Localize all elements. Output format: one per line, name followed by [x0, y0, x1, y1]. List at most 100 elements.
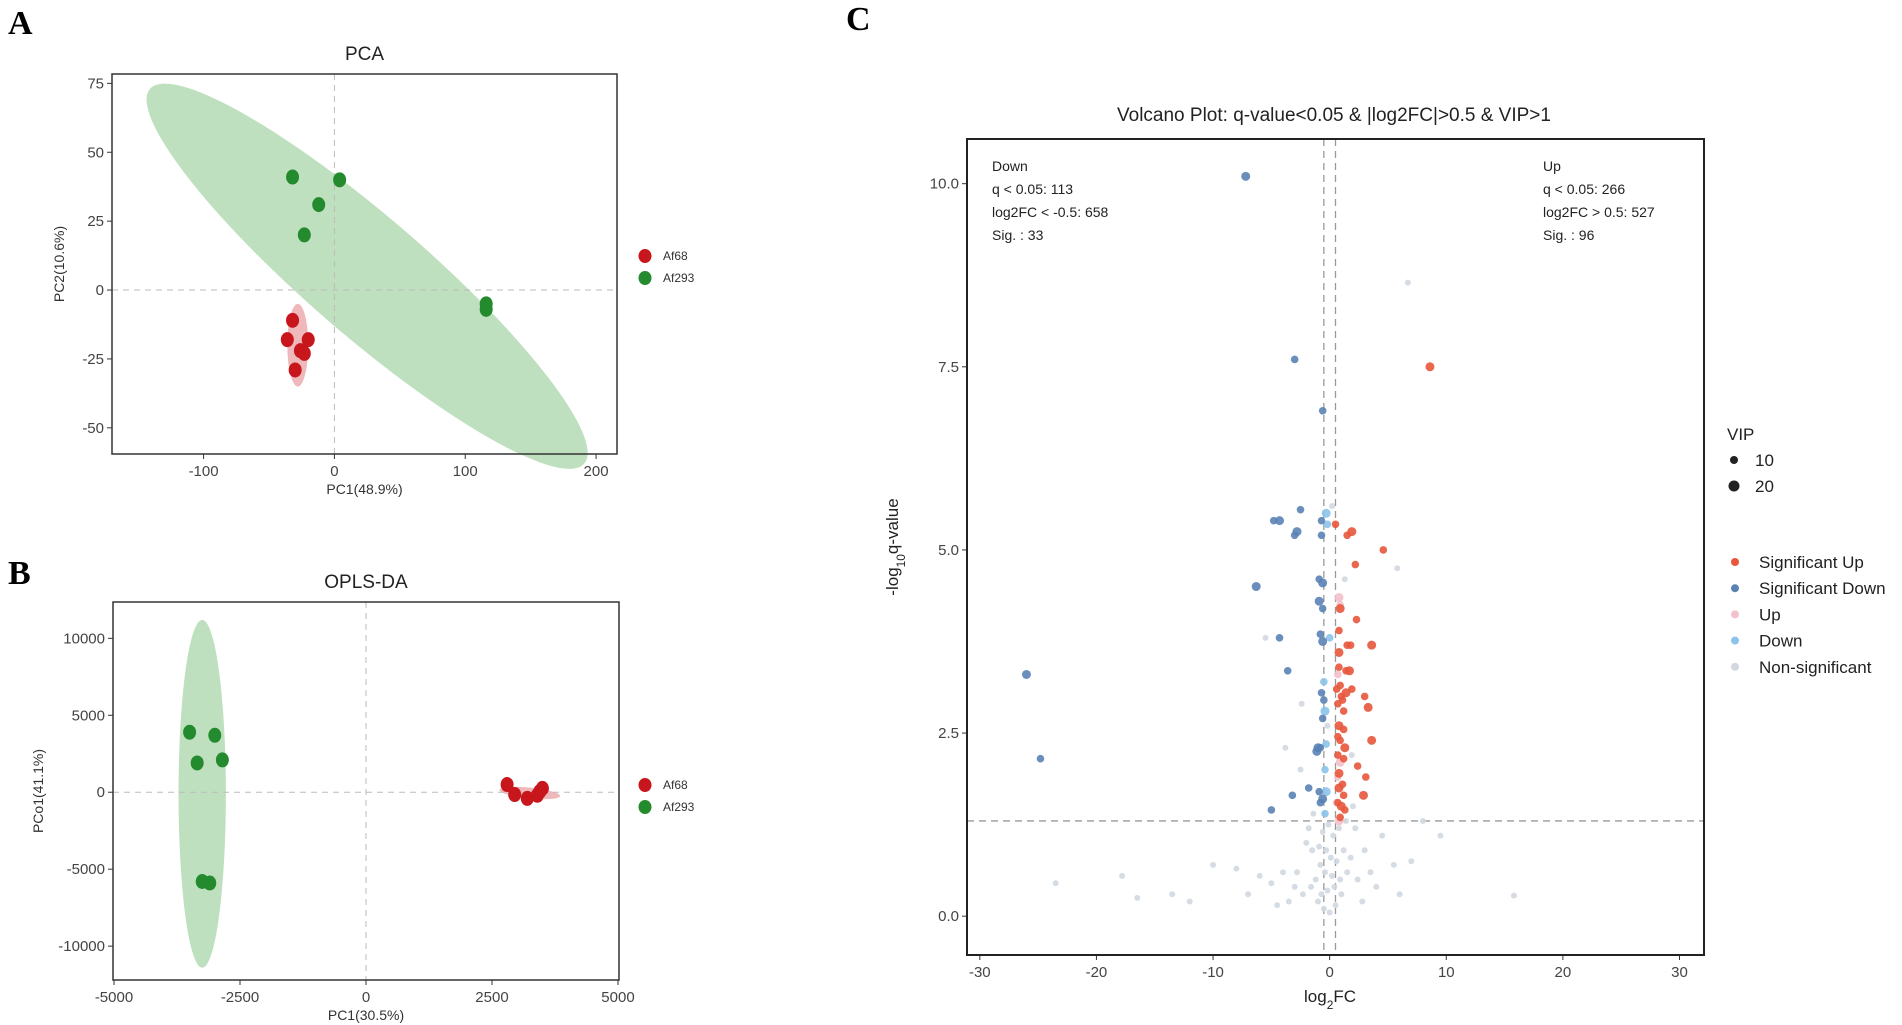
legend-label: Down	[1759, 632, 1802, 651]
data-point-sig-down	[1304, 784, 1313, 792]
data-point-af68	[533, 783, 547, 799]
legend-label: Af68	[663, 778, 688, 792]
data-point-sig-up	[1362, 773, 1370, 781]
data-point-sig-up	[1334, 751, 1342, 759]
data-point-sig-up	[1334, 647, 1344, 657]
data-point-ns	[1332, 902, 1339, 909]
data-point-sig-down	[1315, 787, 1323, 796]
y-tick-label: 5000	[72, 707, 105, 724]
x-tick-label: 0	[1325, 964, 1333, 981]
data-point-sig-up	[1334, 768, 1344, 778]
plot-border	[966, 138, 1705, 956]
x-tick-label: 10	[1438, 964, 1455, 981]
data-point-ns	[1169, 891, 1176, 898]
data-point-af293	[208, 727, 222, 743]
plot-border	[111, 73, 618, 455]
data-point-ns	[1419, 817, 1426, 824]
data-point-ns	[1359, 898, 1366, 905]
y-axis-label: PC2(10.6%)	[51, 226, 67, 302]
legend-swatch-down	[1731, 636, 1739, 645]
data-point-sig-down	[1275, 516, 1285, 526]
data-point-af68	[301, 332, 315, 348]
data-point-ns	[1437, 832, 1444, 839]
data-point-ns	[1337, 876, 1344, 883]
data-point-af68	[500, 777, 514, 793]
data-point-ns	[1186, 898, 1193, 905]
y-tick-label: -25	[82, 351, 104, 368]
data-point-af293	[215, 752, 229, 768]
data-point-ns	[1325, 821, 1332, 828]
data-point-ns	[1323, 847, 1330, 854]
data-point-ns	[1305, 825, 1312, 832]
volcano-plot: Volcano Plot: q-value<0.05 & |log2FC|>0.…	[883, 105, 1886, 1012]
data-point-sig-up	[1379, 546, 1388, 554]
data-point-sig-down	[1312, 746, 1322, 756]
y-tick-label: 0	[97, 784, 105, 801]
data-point-sig-down	[1292, 527, 1302, 537]
legend-label: Af293	[663, 271, 695, 285]
size-legend-title: VIP	[1727, 425, 1754, 444]
y-tick-label: 10000	[63, 630, 105, 647]
data-point-sig-down	[1317, 531, 1326, 540]
data-point-ns	[1268, 880, 1275, 887]
data-point-sig-down	[1316, 630, 1325, 638]
data-point-af293	[479, 301, 493, 317]
data-point-ns	[1303, 839, 1310, 846]
data-point-ns	[1329, 502, 1336, 509]
data-point-ns	[1373, 883, 1380, 890]
data-point-sig-up	[1331, 520, 1340, 529]
data-point-af293	[203, 875, 217, 891]
data-point-sig-down	[1283, 666, 1292, 675]
data-point-ns	[1342, 817, 1349, 824]
data-point-sig-up	[1352, 615, 1361, 624]
annotation-up: log2FC > 0.5: 527	[1543, 204, 1655, 220]
data-point-ns	[1327, 854, 1334, 861]
data-point-up	[1334, 593, 1344, 603]
legend-swatch-af68	[638, 778, 652, 792]
data-point-sig-down	[1320, 696, 1328, 704]
data-point-sig-up	[1341, 688, 1351, 698]
data-point-ns	[1396, 891, 1403, 898]
data-point-sig-up	[1367, 640, 1377, 650]
data-point-sig-up	[1340, 743, 1350, 753]
data-point-down	[1321, 787, 1331, 797]
data-point-sig-up	[1339, 791, 1348, 800]
data-point-ns	[1510, 892, 1517, 899]
data-point-ns	[1119, 872, 1126, 879]
data-point-ns	[1310, 810, 1317, 817]
data-point-ns	[1379, 832, 1386, 839]
data-point-sig-up	[1348, 685, 1356, 693]
data-point-down	[1325, 634, 1334, 642]
data-point-sig-down	[1318, 406, 1327, 415]
x-tick-label: -100	[189, 463, 219, 480]
data-point-ns	[1352, 825, 1359, 832]
data-point-ns	[1309, 847, 1316, 854]
data-point-ns	[1298, 700, 1305, 707]
legend-label: Af293	[663, 800, 695, 814]
x-axis-label: PC1(48.9%)	[326, 481, 402, 497]
size-legend-dot	[1728, 480, 1740, 492]
confidence-ellipse-af293	[146, 83, 588, 469]
data-point-ns	[1134, 894, 1141, 901]
y-tick-label: 0	[96, 282, 104, 299]
data-point-ns	[1349, 803, 1356, 810]
legend-swatch-ns	[1731, 662, 1739, 671]
y-axis-label: PCo1(41.1%)	[30, 749, 46, 833]
data-point-ns	[1329, 872, 1336, 879]
data-point-ns	[1291, 883, 1298, 890]
data-point-ns	[1280, 869, 1287, 876]
data-point-down	[1320, 677, 1328, 686]
data-point-sig-down	[1288, 791, 1297, 800]
data-point-af293	[312, 197, 326, 213]
data-point-ns	[1308, 883, 1315, 890]
data-point-ns	[1245, 891, 1252, 898]
data-point-ns	[1317, 861, 1324, 868]
panel-letter-a: A	[8, 5, 33, 42]
legend-label: Significant Down	[1759, 579, 1886, 598]
data-point-ns	[1324, 722, 1331, 729]
x-tick-label: 5000	[601, 989, 634, 1006]
data-point-down	[1321, 765, 1329, 774]
data-point-ns	[1285, 898, 1292, 905]
data-point-sig-up	[1339, 707, 1348, 715]
